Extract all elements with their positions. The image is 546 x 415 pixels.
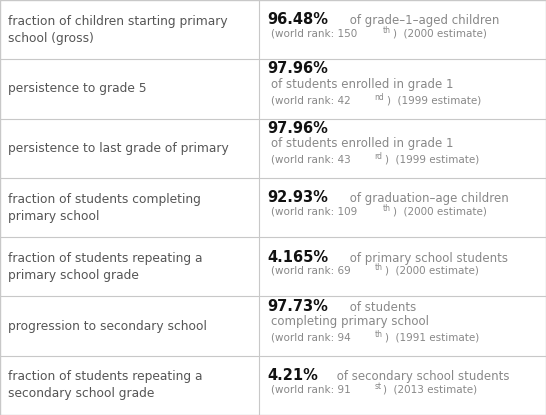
Text: fraction of children starting primary
school (gross): fraction of children starting primary sc… bbox=[8, 15, 228, 45]
Text: th: th bbox=[383, 26, 390, 35]
Text: )  (2000 estimate): ) (2000 estimate) bbox=[384, 266, 478, 276]
Text: fraction of students repeating a
primary school grade: fraction of students repeating a primary… bbox=[8, 252, 203, 282]
Text: (world rank: 94: (world rank: 94 bbox=[271, 332, 351, 342]
Text: th: th bbox=[383, 204, 390, 213]
Text: of primary school students: of primary school students bbox=[346, 251, 508, 265]
Text: of graduation–age children: of graduation–age children bbox=[346, 192, 509, 205]
Text: 92.93%: 92.93% bbox=[268, 190, 328, 205]
Text: (world rank: 43: (world rank: 43 bbox=[271, 154, 351, 164]
Text: progression to secondary school: progression to secondary school bbox=[8, 320, 207, 332]
Text: th: th bbox=[374, 330, 382, 339]
Text: completing primary school: completing primary school bbox=[271, 315, 429, 328]
Text: fraction of students completing
primary school: fraction of students completing primary … bbox=[8, 193, 201, 222]
Text: persistence to last grade of primary: persistence to last grade of primary bbox=[8, 142, 229, 155]
Text: of secondary school students: of secondary school students bbox=[333, 370, 509, 383]
Text: (world rank: 150: (world rank: 150 bbox=[271, 28, 358, 38]
Text: of students enrolled in grade 1: of students enrolled in grade 1 bbox=[271, 78, 454, 91]
Text: 97.73%: 97.73% bbox=[268, 299, 328, 314]
Text: (world rank: 109: (world rank: 109 bbox=[271, 206, 358, 216]
Text: nd: nd bbox=[374, 93, 384, 102]
Text: of grade–1–aged children: of grade–1–aged children bbox=[346, 15, 500, 27]
Text: )  (1999 estimate): ) (1999 estimate) bbox=[387, 95, 481, 105]
Text: fraction of students repeating a
secondary school grade: fraction of students repeating a seconda… bbox=[8, 370, 203, 400]
Text: 97.96%: 97.96% bbox=[268, 61, 328, 76]
Text: of students enrolled in grade 1: of students enrolled in grade 1 bbox=[271, 137, 454, 150]
Text: 4.21%: 4.21% bbox=[268, 368, 318, 383]
Text: of students: of students bbox=[346, 300, 416, 314]
Text: )  (2000 estimate): ) (2000 estimate) bbox=[393, 206, 487, 216]
Text: 96.48%: 96.48% bbox=[268, 12, 328, 27]
Text: st: st bbox=[374, 382, 381, 391]
Text: )  (2000 estimate): ) (2000 estimate) bbox=[393, 28, 487, 38]
Text: (world rank: 42: (world rank: 42 bbox=[271, 95, 351, 105]
Text: 4.165%: 4.165% bbox=[268, 249, 329, 265]
Text: (world rank: 69: (world rank: 69 bbox=[271, 266, 351, 276]
Text: (world rank: 91: (world rank: 91 bbox=[271, 384, 351, 394]
Text: th: th bbox=[374, 263, 382, 272]
Text: rd: rd bbox=[374, 152, 382, 161]
Text: persistence to grade 5: persistence to grade 5 bbox=[8, 83, 147, 95]
Text: )  (1999 estimate): ) (1999 estimate) bbox=[384, 154, 479, 164]
Text: )  (1991 estimate): ) (1991 estimate) bbox=[384, 332, 479, 342]
Text: )  (2013 estimate): ) (2013 estimate) bbox=[383, 384, 478, 394]
Text: 97.96%: 97.96% bbox=[268, 121, 328, 136]
